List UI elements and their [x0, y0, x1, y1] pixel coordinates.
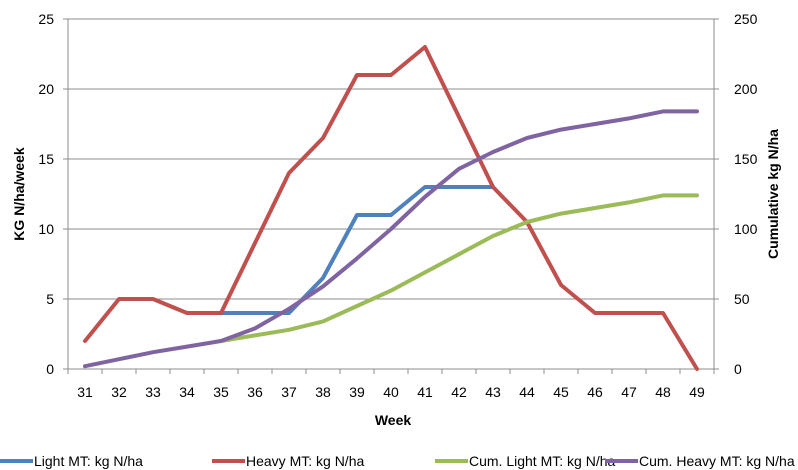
x-tick-label: 34: [179, 384, 195, 400]
x-tick-label: 31: [77, 384, 93, 400]
legend: Light MT: kg N/ha Heavy MT: kg N/ha Cum. L…: [0, 453, 795, 469]
x-tick-label: 41: [417, 384, 433, 400]
legend-label: Light MT: kg N/ha: [34, 453, 143, 469]
y2-tick-label: 100: [734, 221, 758, 237]
x-tick-label: 38: [315, 384, 331, 400]
x-tick-label: 39: [349, 384, 365, 400]
y2-axis-title: Cumulative kg N/ha: [765, 129, 781, 259]
x-tick-label: 43: [485, 384, 501, 400]
y2-tick-label: 0: [734, 361, 742, 377]
x-tick-label: 44: [519, 384, 535, 400]
x-tick-label: 47: [621, 384, 637, 400]
x-tick-label: 35: [213, 384, 229, 400]
series-line: [219, 185, 495, 315]
x-tick-label: 48: [655, 384, 671, 400]
x-tick-label: 45: [553, 384, 569, 400]
y2-tick-label: 50: [734, 291, 750, 307]
x-tick-label: 32: [111, 384, 127, 400]
y-tick-label: 5: [46, 291, 54, 307]
y-tick-label: 20: [38, 81, 54, 97]
series-lines: [83, 45, 699, 371]
x-tick-label: 33: [145, 384, 161, 400]
y2-tick-label: 200: [734, 81, 758, 97]
legend-label: Heavy MT: kg N/ha: [246, 453, 364, 469]
x-tick-label: 36: [247, 384, 263, 400]
y-axis-title: KG N/ha/week: [11, 147, 27, 241]
x-tick-label: 42: [451, 384, 467, 400]
x-tick-label: 49: [689, 384, 705, 400]
y-tick-label: 10: [38, 221, 54, 237]
axes: [63, 18, 719, 374]
legend-label: Cum. Light MT: kg N/ha: [469, 453, 615, 469]
x-tick-label: 37: [281, 384, 297, 400]
x-tick-label: 46: [587, 384, 603, 400]
y-tick-label: 25: [38, 11, 54, 27]
y-tick-label: 0: [46, 361, 54, 377]
y-tick-label: 15: [38, 151, 54, 167]
legend-label: Cum. Heavy MT: kg N/ha: [639, 453, 795, 469]
x-tick-label: 40: [383, 384, 399, 400]
x-axis-title: Week: [375, 412, 412, 428]
series-line: [83, 109, 699, 369]
gridlines: [68, 18, 714, 300]
series-line: [219, 193, 699, 343]
y2-tick-label: 250: [734, 11, 758, 27]
series-line: [83, 45, 699, 371]
y2-tick-label: 150: [734, 151, 758, 167]
